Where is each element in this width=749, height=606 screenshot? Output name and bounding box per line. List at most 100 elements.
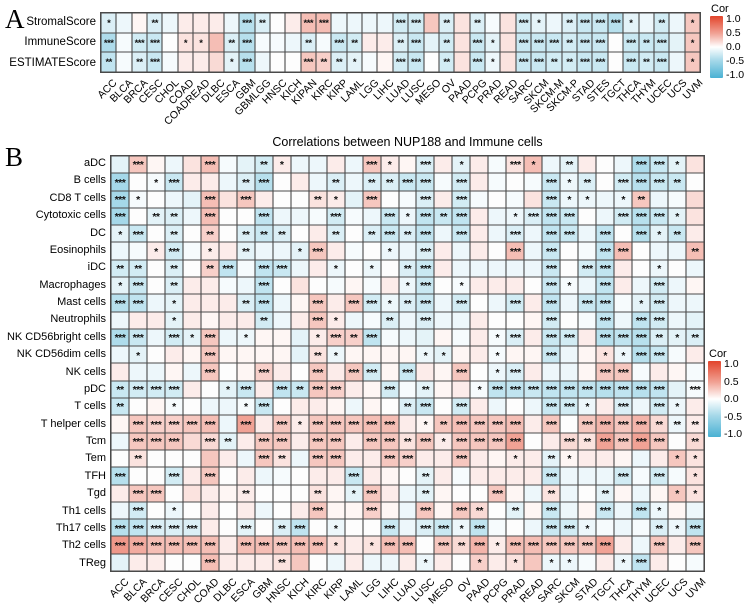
significance-stars: ** bbox=[583, 436, 592, 449]
heatmap-cell: * bbox=[398, 207, 417, 226]
heatmap-cell: *** bbox=[101, 32, 117, 53]
heatmap-cell bbox=[200, 484, 219, 502]
row-label: NK cells bbox=[65, 365, 106, 378]
significance-stars: * bbox=[629, 18, 633, 30]
significance-stars: *** bbox=[527, 211, 539, 224]
heatmap-cell: *** bbox=[416, 294, 435, 312]
heatmap-cell bbox=[290, 346, 309, 364]
heatmap-cell bbox=[272, 467, 291, 485]
row-label: StromalScore bbox=[26, 16, 96, 28]
heatmap-cell: *** bbox=[239, 13, 255, 33]
significance-stars: *** bbox=[545, 228, 557, 241]
heatmap-cell bbox=[434, 553, 453, 571]
heatmap-cell bbox=[380, 328, 399, 347]
significance-stars: *** bbox=[563, 211, 575, 224]
heatmap-cell bbox=[111, 415, 129, 433]
significance-stars: *** bbox=[563, 384, 575, 397]
heatmap-cell: *** bbox=[560, 225, 579, 243]
significance-stars: *** bbox=[626, 37, 636, 49]
heatmap-cell bbox=[182, 207, 201, 226]
significance-stars: *** bbox=[545, 349, 557, 362]
heatmap-cell bbox=[218, 536, 237, 554]
heatmap-cell bbox=[524, 484, 543, 502]
heatmap-cell bbox=[632, 259, 651, 278]
heatmap-cell bbox=[578, 449, 597, 468]
significance-stars: * bbox=[537, 18, 541, 30]
heatmap-cell bbox=[632, 242, 651, 260]
heatmap-cell bbox=[596, 553, 615, 571]
significance-stars: *** bbox=[258, 280, 270, 293]
heatmap-cell bbox=[488, 398, 507, 416]
significance-stars: *** bbox=[366, 366, 377, 379]
heatmap-cell: *** bbox=[596, 225, 615, 243]
significance-stars: *** bbox=[563, 228, 575, 241]
heatmap-cell: *** bbox=[146, 432, 165, 450]
heatmap-cell: *** bbox=[131, 32, 148, 53]
significance-stars: * bbox=[118, 228, 122, 241]
significance-stars: *** bbox=[204, 349, 216, 362]
heatmap-cell: *** bbox=[146, 519, 165, 537]
heatmap-cell bbox=[398, 467, 417, 485]
heatmap-cell bbox=[236, 553, 255, 571]
heatmap-cell bbox=[193, 52, 209, 72]
significance-stars: ** bbox=[206, 263, 214, 276]
significance-stars: * bbox=[603, 349, 607, 362]
significance-stars: * bbox=[297, 245, 302, 258]
heatmap-cell bbox=[452, 553, 471, 571]
significance-stars: * bbox=[693, 487, 697, 500]
significance-stars: * bbox=[657, 228, 661, 241]
heatmap-cell: *** bbox=[650, 398, 669, 416]
heatmap-cell: ** bbox=[398, 225, 417, 243]
significance-stars: ** bbox=[242, 228, 250, 241]
significance-stars: *** bbox=[491, 487, 503, 500]
significance-stars: *** bbox=[456, 297, 467, 310]
significance-stars: *** bbox=[366, 418, 377, 431]
heatmap-cell: ** bbox=[561, 32, 578, 53]
significance-stars: ** bbox=[278, 453, 286, 466]
heatmap-cell: *** bbox=[128, 294, 147, 312]
significance-stars: *** bbox=[132, 297, 144, 310]
significance-stars: *** bbox=[114, 332, 126, 345]
significance-stars: *** bbox=[312, 315, 324, 327]
heatmap-cell bbox=[524, 328, 543, 347]
significance-stars: *** bbox=[312, 453, 324, 466]
heatmap-cell: *** bbox=[164, 536, 183, 554]
significance-stars: *** bbox=[420, 522, 431, 535]
heatmap-cell bbox=[470, 277, 489, 295]
heatmap-cell: ** bbox=[578, 432, 597, 450]
heatmap-cell bbox=[668, 311, 687, 329]
significance-stars: *** bbox=[472, 37, 483, 49]
heatmap-cell: *** bbox=[272, 380, 291, 399]
significance-stars: *** bbox=[276, 418, 288, 431]
heatmap-cell bbox=[218, 294, 237, 312]
heatmap-cell: ** bbox=[561, 52, 578, 72]
heatmap-cell bbox=[470, 225, 489, 243]
heatmap-cell: ** bbox=[200, 225, 219, 243]
heatmap-cell: *** bbox=[524, 536, 543, 554]
heatmap-cell bbox=[380, 346, 399, 364]
heatmap-cell: * bbox=[326, 190, 345, 208]
significance-stars: ** bbox=[691, 436, 699, 449]
heatmap-cell bbox=[362, 52, 378, 72]
significance-stars: ** bbox=[242, 176, 250, 189]
heatmap-cell bbox=[236, 449, 255, 468]
heatmap-cell: *** bbox=[506, 225, 525, 243]
heatmap-cell bbox=[488, 553, 507, 571]
significance-stars: ** bbox=[547, 453, 556, 466]
significance-stars: *** bbox=[545, 332, 557, 345]
significance-stars: *** bbox=[617, 245, 629, 258]
heatmap-cell bbox=[506, 398, 525, 416]
heatmap-cell: *** bbox=[469, 52, 485, 72]
heatmap-cell bbox=[146, 449, 165, 468]
heatmap-cell bbox=[200, 380, 219, 399]
heatmap-cell: ** bbox=[380, 173, 399, 191]
significance-stars: ** bbox=[260, 228, 268, 241]
heatmap-cell bbox=[218, 242, 237, 260]
heatmap-cell bbox=[578, 467, 597, 485]
heatmap-cell bbox=[470, 484, 489, 502]
significance-stars: ** bbox=[397, 37, 404, 49]
heatmap-cell: *** bbox=[577, 32, 593, 53]
heatmap-cell bbox=[632, 467, 651, 485]
significance-stars: *** bbox=[258, 211, 270, 224]
heatmap-cell: ** bbox=[650, 415, 669, 433]
